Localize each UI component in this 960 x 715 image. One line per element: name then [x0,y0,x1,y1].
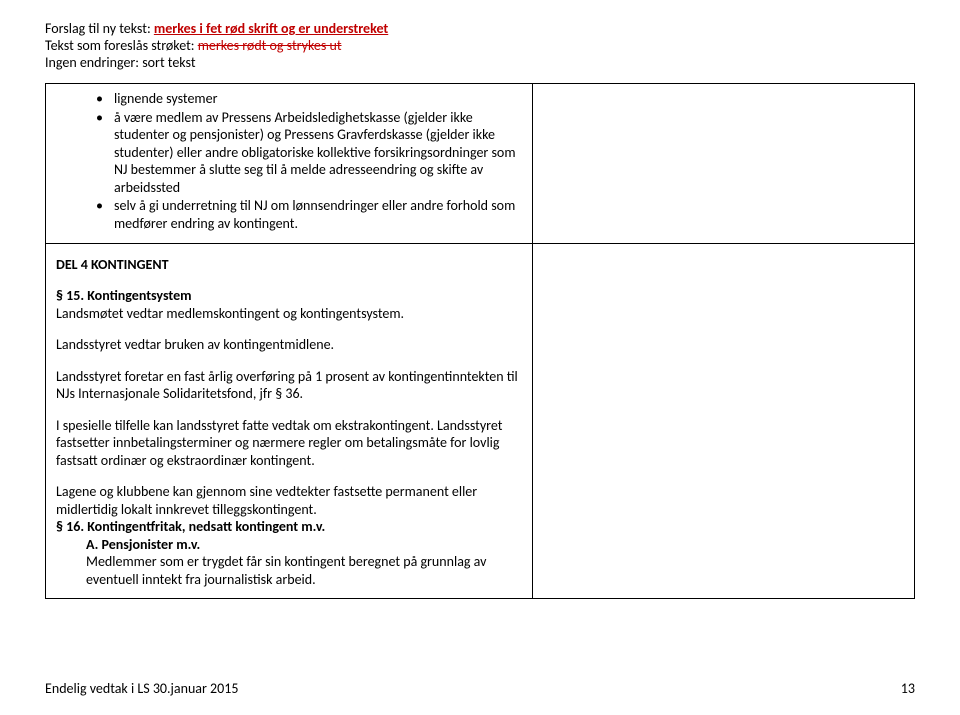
section-title: DEL 4 KONTINGENT [56,256,522,273]
cell-top-right [532,84,914,244]
list-item: å være medlem av Pressens Arbeidsledighe… [96,109,522,197]
body-paragraph: Landsstyret foretar en fast årlig overfø… [56,368,522,403]
legend-line-new-text: Forslag til ny tekst: merkes i fet rød s… [45,20,915,37]
letter-item-title: Pensjonister m.v. [102,536,201,553]
spacer [56,469,522,483]
body-paragraph: Medlemmer som er trygdet får sin konting… [56,553,522,588]
list-item: A. Pensjonister m.v. [86,536,522,554]
bullet-list: lignende systemer å være medlem av Press… [56,90,522,232]
footer-page-number: 13 [901,680,915,697]
body-paragraph: Lagene og klubbene kan gjennom sine vedt… [56,483,522,518]
spacer [56,354,522,368]
spacer [56,273,522,287]
paragraph-title: § 15. Kontingentsystem [56,287,522,305]
legend-line-struck-text: Tekst som foreslås strøket: merkes rødt … [45,37,915,54]
letter-list: A. Pensjonister m.v. [56,536,522,554]
legend-prefix: Forslag til ny tekst: [45,20,154,37]
cell-bottom-right [532,244,914,599]
paragraph-title: § 16. Kontingentfritak, nedsatt kontinge… [56,518,522,536]
body-paragraph: I spesielle tilfelle kan landsstyret fat… [56,417,522,470]
list-item: selv å gi underretning til NJ om lønnsen… [96,197,522,232]
legend-struck: merkes rødt og strykes ut [198,37,342,54]
spacer [56,322,522,336]
cell-bottom-left: DEL 4 KONTINGENT § 15. Kontingentsystem … [46,244,533,599]
page-footer: Endelig vedtak i LS 30.januar 2015 13 [45,680,915,697]
table-row: lignende systemer å være medlem av Press… [46,84,915,244]
spacer [56,403,522,417]
letter-label: A. [86,536,98,553]
document-header: Forslag til ny tekst: merkes i fet rød s… [45,20,915,71]
content-table: lignende systemer å være medlem av Press… [45,83,915,599]
legend-highlight: merkes i fet rød skrift og er understrek… [154,20,388,37]
cell-top-left: lignende systemer å være medlem av Press… [46,84,533,244]
body-paragraph: Landsmøtet vedtar medlemskontingent og k… [56,305,522,323]
legend-prefix-2: Tekst som foreslås strøket: [45,37,198,54]
list-item: lignende systemer [96,90,522,108]
legend-line-no-change: Ingen endringer: sort tekst [45,54,915,71]
body-paragraph: Landsstyret vedtar bruken av kontingentm… [56,336,522,354]
table-row: DEL 4 KONTINGENT § 15. Kontingentsystem … [46,244,915,599]
footer-left: Endelig vedtak i LS 30.januar 2015 [45,680,238,697]
